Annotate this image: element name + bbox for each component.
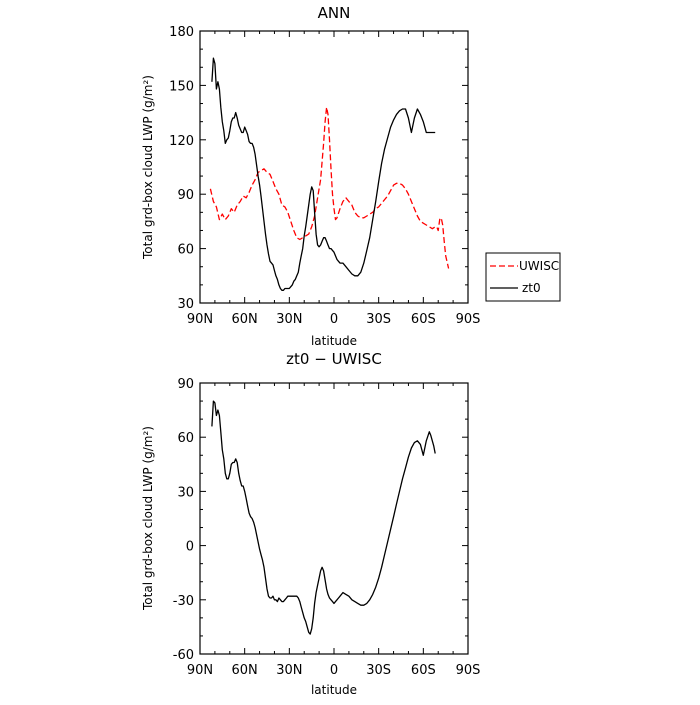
top-x-axis-label: latitude	[311, 334, 357, 348]
top-x-tick-label: 0	[330, 312, 338, 327]
bottom-series-line-0	[211, 400, 436, 635]
top-series-line-uwisc	[209, 106, 450, 269]
legend-box	[485, 252, 561, 302]
top-x-axis-ticks: 90N 60N 30N 0 30S 60S 90S	[187, 31, 481, 327]
top-chart-title: ANN	[318, 4, 351, 22]
top-x-tick-label: 30N	[276, 312, 302, 327]
bottom-panel: zt0 − UWISC -60 -30 0 30 60 90 90N 60N 30N 0 30S 6…	[141, 350, 480, 697]
top-y-tick-label: 180	[169, 25, 194, 40]
top-x-tick-label: 60N	[232, 312, 258, 327]
bottom-chart-title: zt0 − UWISC	[286, 350, 382, 368]
top-y-tick-label: 120	[169, 134, 194, 149]
bottom-x-tick-label: 90N	[187, 663, 213, 678]
top-y-tick-label: 90	[177, 188, 194, 203]
top-y-tick-label: 30	[177, 297, 194, 312]
legend-label-uwisc: UWISC	[519, 259, 559, 273]
bottom-y-tick-label: -60	[173, 648, 194, 663]
bottom-x-tick-label: 30S	[366, 663, 391, 678]
bottom-x-tick-label: 0	[330, 663, 338, 678]
bottom-x-tick-label: 60S	[411, 663, 436, 678]
bottom-x-axis-label: latitude	[311, 683, 357, 697]
top-x-tick-label: 90N	[187, 312, 213, 327]
top-x-tick-label: 90S	[456, 312, 481, 327]
legend-label-zt0: zt0	[522, 281, 541, 295]
top-plot-frame	[199, 30, 469, 304]
bottom-y-tick-label: 90	[177, 377, 194, 392]
bottom-y-axis-ticks: -60 -30 0 30 60 90	[173, 377, 468, 663]
bottom-y-tick-label: 30	[177, 485, 194, 500]
bottom-series-group	[211, 400, 436, 635]
bottom-plot-frame	[199, 382, 469, 655]
top-y-axis-ticks: 30 60 90 120 150 180	[169, 25, 468, 312]
top-x-tick-label: 30S	[366, 312, 391, 327]
bottom-x-axis-ticks: 90N 60N 30N 0 30S 60S 90S	[187, 383, 481, 678]
bottom-x-tick-label: 60N	[232, 663, 258, 678]
bottom-x-tick-label: 30N	[276, 663, 302, 678]
top-series-line-zt0	[211, 57, 436, 291]
legend: UWISC zt0	[485, 252, 561, 302]
top-x-tick-label: 60S	[411, 312, 436, 327]
top-y-tick-label: 150	[169, 79, 194, 94]
bottom-y-tick-label: -30	[173, 594, 194, 609]
bottom-x-tick-label: 90S	[456, 663, 481, 678]
top-y-axis-label: Total grd-box cloud LWP (g/m²)	[141, 75, 155, 260]
bottom-y-tick-label: 60	[177, 431, 194, 446]
bottom-y-tick-label: 0	[186, 540, 194, 555]
bottom-y-axis-label: Total grd-box cloud LWP (g/m²)	[141, 426, 155, 611]
top-y-tick-label: 60	[177, 243, 194, 258]
top-series-group	[209, 57, 450, 291]
